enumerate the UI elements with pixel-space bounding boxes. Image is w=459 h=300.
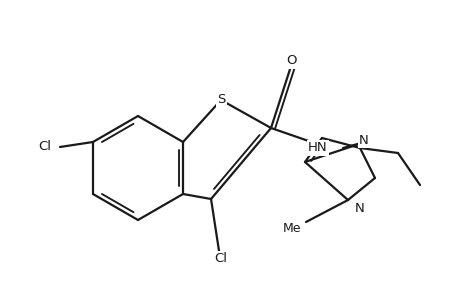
Text: O: O	[285, 55, 296, 68]
Text: N: N	[354, 202, 364, 214]
Text: S: S	[216, 94, 225, 106]
Text: N: N	[358, 134, 368, 146]
Text: HN: HN	[308, 142, 327, 154]
Text: Cl: Cl	[214, 253, 227, 266]
Text: Me: Me	[282, 221, 301, 235]
Text: Cl: Cl	[39, 140, 51, 154]
